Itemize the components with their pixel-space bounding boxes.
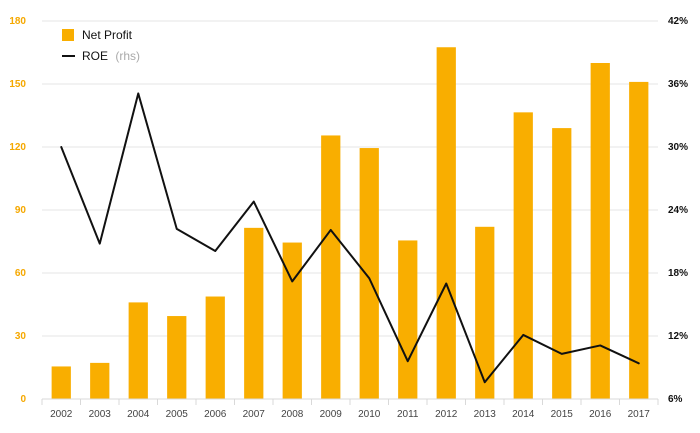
y-right-tick-label: 12% [668,331,688,342]
axes-layer: 0 30 60 90 120 150 180 6% 12% 18% 24% 30% 36% 42% 2002… [9,16,688,420]
bar-net-profit [205,296,225,399]
x-tick-label: 2013 [474,409,497,420]
legend-label-roe-note: (rhs) [115,49,140,63]
line-layer [60,92,640,384]
bar-net-profit [475,226,495,399]
bar-net-profit [167,316,187,399]
legend-label-roe-main: ROE [82,49,108,63]
x-tick-label: 2003 [89,409,112,420]
y-left-tick-label: 120 [9,142,26,153]
bar-net-profit [552,128,572,399]
y-left-tick-label: 180 [9,16,26,27]
bar-net-profit [244,227,264,399]
y-right-tick-label: 6% [668,394,683,405]
x-tick-label: 2002 [50,409,73,420]
bar-net-profit [90,362,110,399]
legend-swatch-net-profit [62,29,74,41]
y-right-tick-label: 30% [668,142,688,153]
bar-net-profit [590,63,610,399]
bar-net-profit [629,81,649,400]
bar-net-profit [436,47,456,399]
bars-layer [51,47,649,400]
bar-net-profit [513,112,533,399]
line-roe [60,92,640,384]
x-tick-label: 2017 [628,409,651,420]
y-right-tick-label: 36% [668,79,688,90]
y-left-tick-label: 30 [15,331,27,342]
legend: Net Profit ROE (rhs) [62,28,140,63]
bar-net-profit [321,135,341,399]
x-tick-label: 2011 [397,409,419,420]
x-tick-label: 2012 [435,409,458,420]
bar-net-profit [282,242,302,399]
bar-net-profit [128,302,148,399]
bar-net-profit [359,148,379,399]
y-right-tick-label: 18% [668,268,688,279]
x-tick-label: 2004 [127,409,150,420]
legend-label-net-profit: Net Profit [82,28,133,42]
x-tick-label: 2005 [166,409,189,420]
y-left-tick-label: 0 [20,394,26,405]
y-left-tick-label: 90 [15,205,27,216]
x-tick-label: 2009 [320,409,343,420]
y-right-tick-label: 42% [668,16,688,27]
x-tick-label: 2008 [281,409,304,420]
x-tick-label: 2007 [243,409,266,420]
x-tick-label: 2006 [204,409,227,420]
x-tick-label: 2016 [589,409,612,420]
y-left-tick-label: 150 [9,79,26,90]
y-right-tick-label: 24% [668,205,688,216]
x-tick-label: 2014 [512,409,535,420]
legend-label-roe: ROE (rhs) [82,49,140,63]
x-tick-label: 2010 [358,409,381,420]
bar-net-profit [51,366,71,399]
bar-net-profit [398,240,418,399]
x-tick-label: 2015 [551,409,574,420]
y-left-tick-label: 60 [15,268,27,279]
